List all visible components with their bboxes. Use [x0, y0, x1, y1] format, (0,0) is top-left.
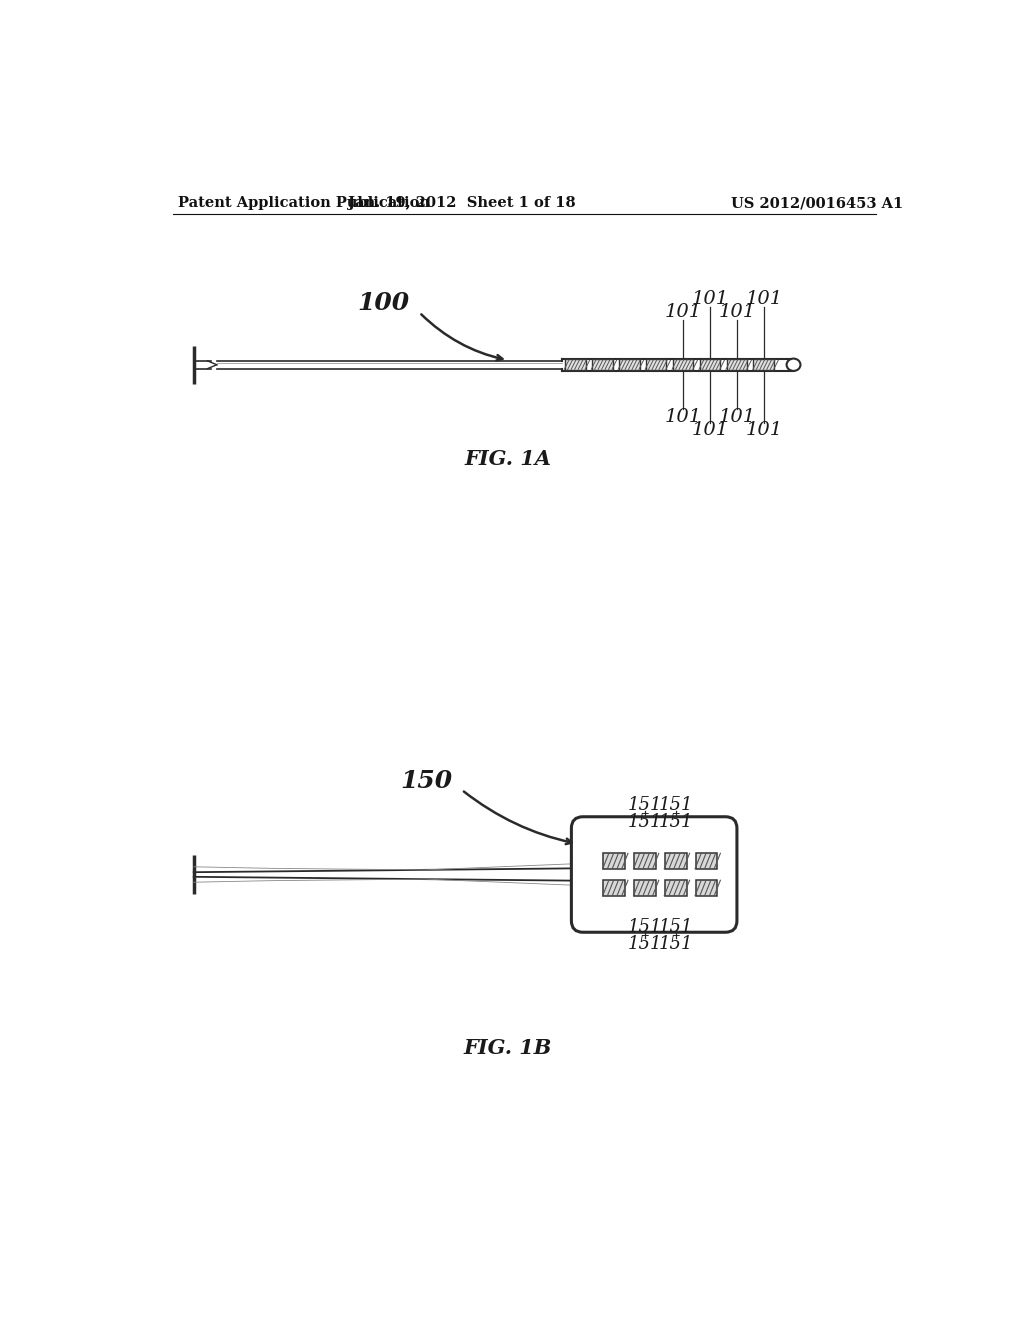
- Text: 151: 151: [628, 917, 663, 936]
- Text: 151: 151: [658, 796, 693, 814]
- Bar: [695, 853, 717, 870]
- Bar: [592, 359, 612, 370]
- Text: 101: 101: [745, 421, 782, 440]
- Bar: [603, 853, 625, 870]
- Text: 101: 101: [665, 408, 701, 426]
- Bar: [634, 879, 655, 896]
- Text: 101: 101: [745, 290, 782, 309]
- Text: Jan. 19, 2012  Sheet 1 of 18: Jan. 19, 2012 Sheet 1 of 18: [348, 197, 575, 210]
- Ellipse shape: [786, 359, 801, 371]
- Bar: [754, 359, 774, 370]
- Text: 150: 150: [400, 768, 453, 792]
- Text: 101: 101: [665, 304, 701, 321]
- Text: 151: 151: [628, 935, 663, 953]
- Bar: [673, 359, 693, 370]
- Text: 151: 151: [658, 917, 693, 936]
- Bar: [665, 879, 686, 896]
- Text: 101: 101: [719, 304, 756, 321]
- Text: Patent Application Publication: Patent Application Publication: [178, 197, 430, 210]
- Bar: [699, 359, 720, 370]
- Bar: [618, 359, 640, 370]
- Bar: [665, 853, 686, 870]
- Bar: [727, 359, 748, 370]
- Bar: [646, 359, 667, 370]
- Bar: [603, 879, 625, 896]
- Text: FIG. 1A: FIG. 1A: [464, 449, 551, 469]
- Bar: [565, 359, 586, 370]
- Text: 100: 100: [357, 292, 410, 315]
- Bar: [634, 853, 655, 870]
- Text: 101: 101: [719, 408, 756, 426]
- Text: 151: 151: [628, 813, 663, 832]
- Bar: [695, 879, 717, 896]
- Text: FIG. 1B: FIG. 1B: [464, 1038, 552, 1057]
- Text: 101: 101: [691, 421, 728, 440]
- FancyBboxPatch shape: [571, 817, 737, 932]
- Text: 101: 101: [691, 290, 728, 309]
- Text: 151: 151: [658, 935, 693, 953]
- Text: US 2012/0016453 A1: US 2012/0016453 A1: [731, 197, 903, 210]
- Text: 151: 151: [658, 813, 693, 832]
- Text: 151: 151: [628, 796, 663, 814]
